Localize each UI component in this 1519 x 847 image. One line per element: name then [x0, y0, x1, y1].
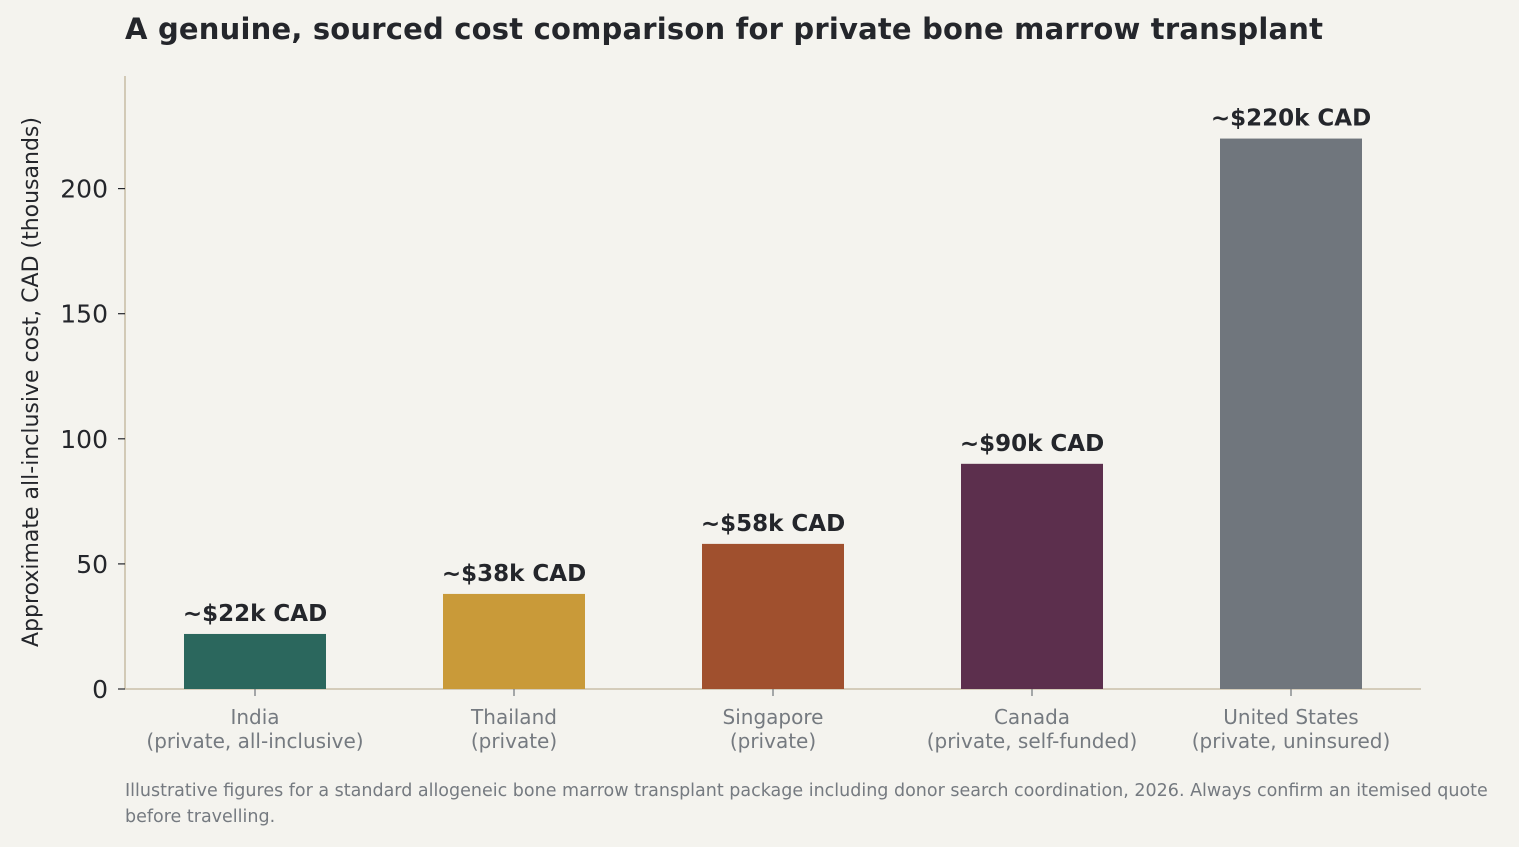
- x-tick-sublabel: (private): [471, 729, 557, 753]
- bars: ~$22k CAD ~$38k CAD ~$58k CAD ~$90k CAD ~$22…: [183, 106, 1371, 689]
- x-tick-label: Singapore: [723, 705, 824, 729]
- data-label: ~$90k CAD: [960, 431, 1104, 457]
- x-tick-label: India: [230, 705, 279, 729]
- y-axis: 0 50 100 150 200: [60, 76, 126, 704]
- x-tick-sublabel: (private, self-funded): [927, 729, 1138, 753]
- bar-india: [184, 633, 326, 689]
- bar-united-states: [1220, 138, 1362, 689]
- x-tick-label: United States: [1223, 705, 1358, 729]
- data-label: ~$38k CAD: [442, 561, 586, 587]
- y-tick-label: 50: [76, 550, 108, 579]
- data-label: ~$22k CAD: [183, 601, 327, 627]
- chart-title: A genuine, sourced cost comparison for p…: [125, 12, 1324, 46]
- x-tick-label: Canada: [994, 705, 1070, 729]
- y-tick-label: 200: [60, 175, 108, 204]
- x-tick-sublabel: (private, all-inclusive): [146, 729, 363, 753]
- y-tick-label: 0: [92, 675, 108, 704]
- y-tick-label: 150: [60, 300, 108, 329]
- x-tick-sublabel: (private, uninsured): [1192, 729, 1391, 753]
- y-axis-label: Approximate all-inclusive cost, CAD (tho…: [19, 117, 44, 647]
- data-label: ~$220k CAD: [1211, 106, 1371, 132]
- y-tick-label: 100: [60, 425, 108, 454]
- x-tick-sublabel: (private): [730, 729, 816, 753]
- bar-singapore: [702, 543, 844, 689]
- x-axis: India(private, all-inclusive)Thailand(pr…: [125, 688, 1421, 753]
- bar-canada: [961, 463, 1103, 689]
- data-label: ~$58k CAD: [701, 511, 845, 537]
- x-tick-label: Thailand: [470, 705, 557, 729]
- bar-thailand: [443, 593, 585, 689]
- footnote: Illustrative figures for a standard allo…: [125, 781, 1488, 827]
